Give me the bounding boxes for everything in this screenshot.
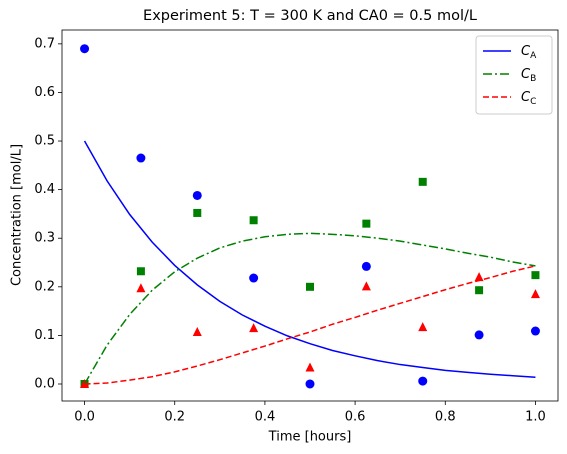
model-line	[83, 232, 536, 385]
data-point	[530, 326, 540, 336]
data-point	[193, 208, 202, 217]
y-axis-label: Concentration [mol/L]	[10, 144, 25, 286]
data-point	[192, 326, 202, 336]
y-tick-label: 0.4	[34, 182, 55, 197]
model-line	[83, 140, 536, 378]
x-tick-label: 0.0	[74, 410, 95, 425]
x-tick-label: 0.4	[255, 410, 276, 425]
data-point	[362, 219, 371, 228]
x-axis-label: Time [hours]	[268, 430, 352, 445]
data-point	[306, 282, 314, 291]
data-point	[474, 272, 484, 282]
x-tick-label: 1.0	[525, 410, 546, 425]
y-tick-label: 0.2	[34, 279, 55, 294]
data-point	[361, 261, 371, 271]
data-point	[418, 376, 428, 386]
y-tick-label: 0.3	[34, 231, 55, 246]
model-line	[84, 265, 536, 385]
x-tick-label: 0.8	[435, 410, 456, 425]
legend-box	[475, 35, 553, 115]
x-tick-label: 0.6	[345, 410, 366, 425]
plot-frame	[61, 29, 559, 402]
data-point	[475, 286, 484, 295]
data-point	[249, 273, 259, 283]
chart-title: Experiment 5: T = 300 K and CA0 = 0.5 mo…	[143, 8, 477, 24]
legend-label: CA	[521, 44, 537, 61]
data-point	[136, 283, 146, 293]
y-tick-label: 0.7	[34, 36, 55, 51]
data-point	[136, 153, 146, 163]
data-point	[474, 330, 484, 340]
data-point	[418, 177, 427, 186]
x-tick-label: 0.2	[164, 410, 185, 425]
data-point	[249, 323, 259, 333]
data-point	[249, 216, 258, 225]
data-point	[530, 289, 540, 299]
y-tick-label: 0.0	[34, 376, 55, 391]
legend-label: CC	[521, 90, 536, 107]
data-point	[531, 271, 540, 280]
data-point	[136, 267, 145, 276]
data-point	[192, 190, 202, 200]
data-point	[418, 322, 428, 332]
data-point	[305, 362, 315, 372]
legend-label: CB	[521, 67, 536, 84]
y-tick-label: 0.1	[34, 328, 55, 343]
y-tick-label: 0.6	[34, 85, 55, 100]
data-point	[361, 281, 371, 291]
data-point	[305, 379, 315, 389]
data-point	[80, 44, 90, 54]
y-tick-label: 0.5	[34, 134, 55, 149]
